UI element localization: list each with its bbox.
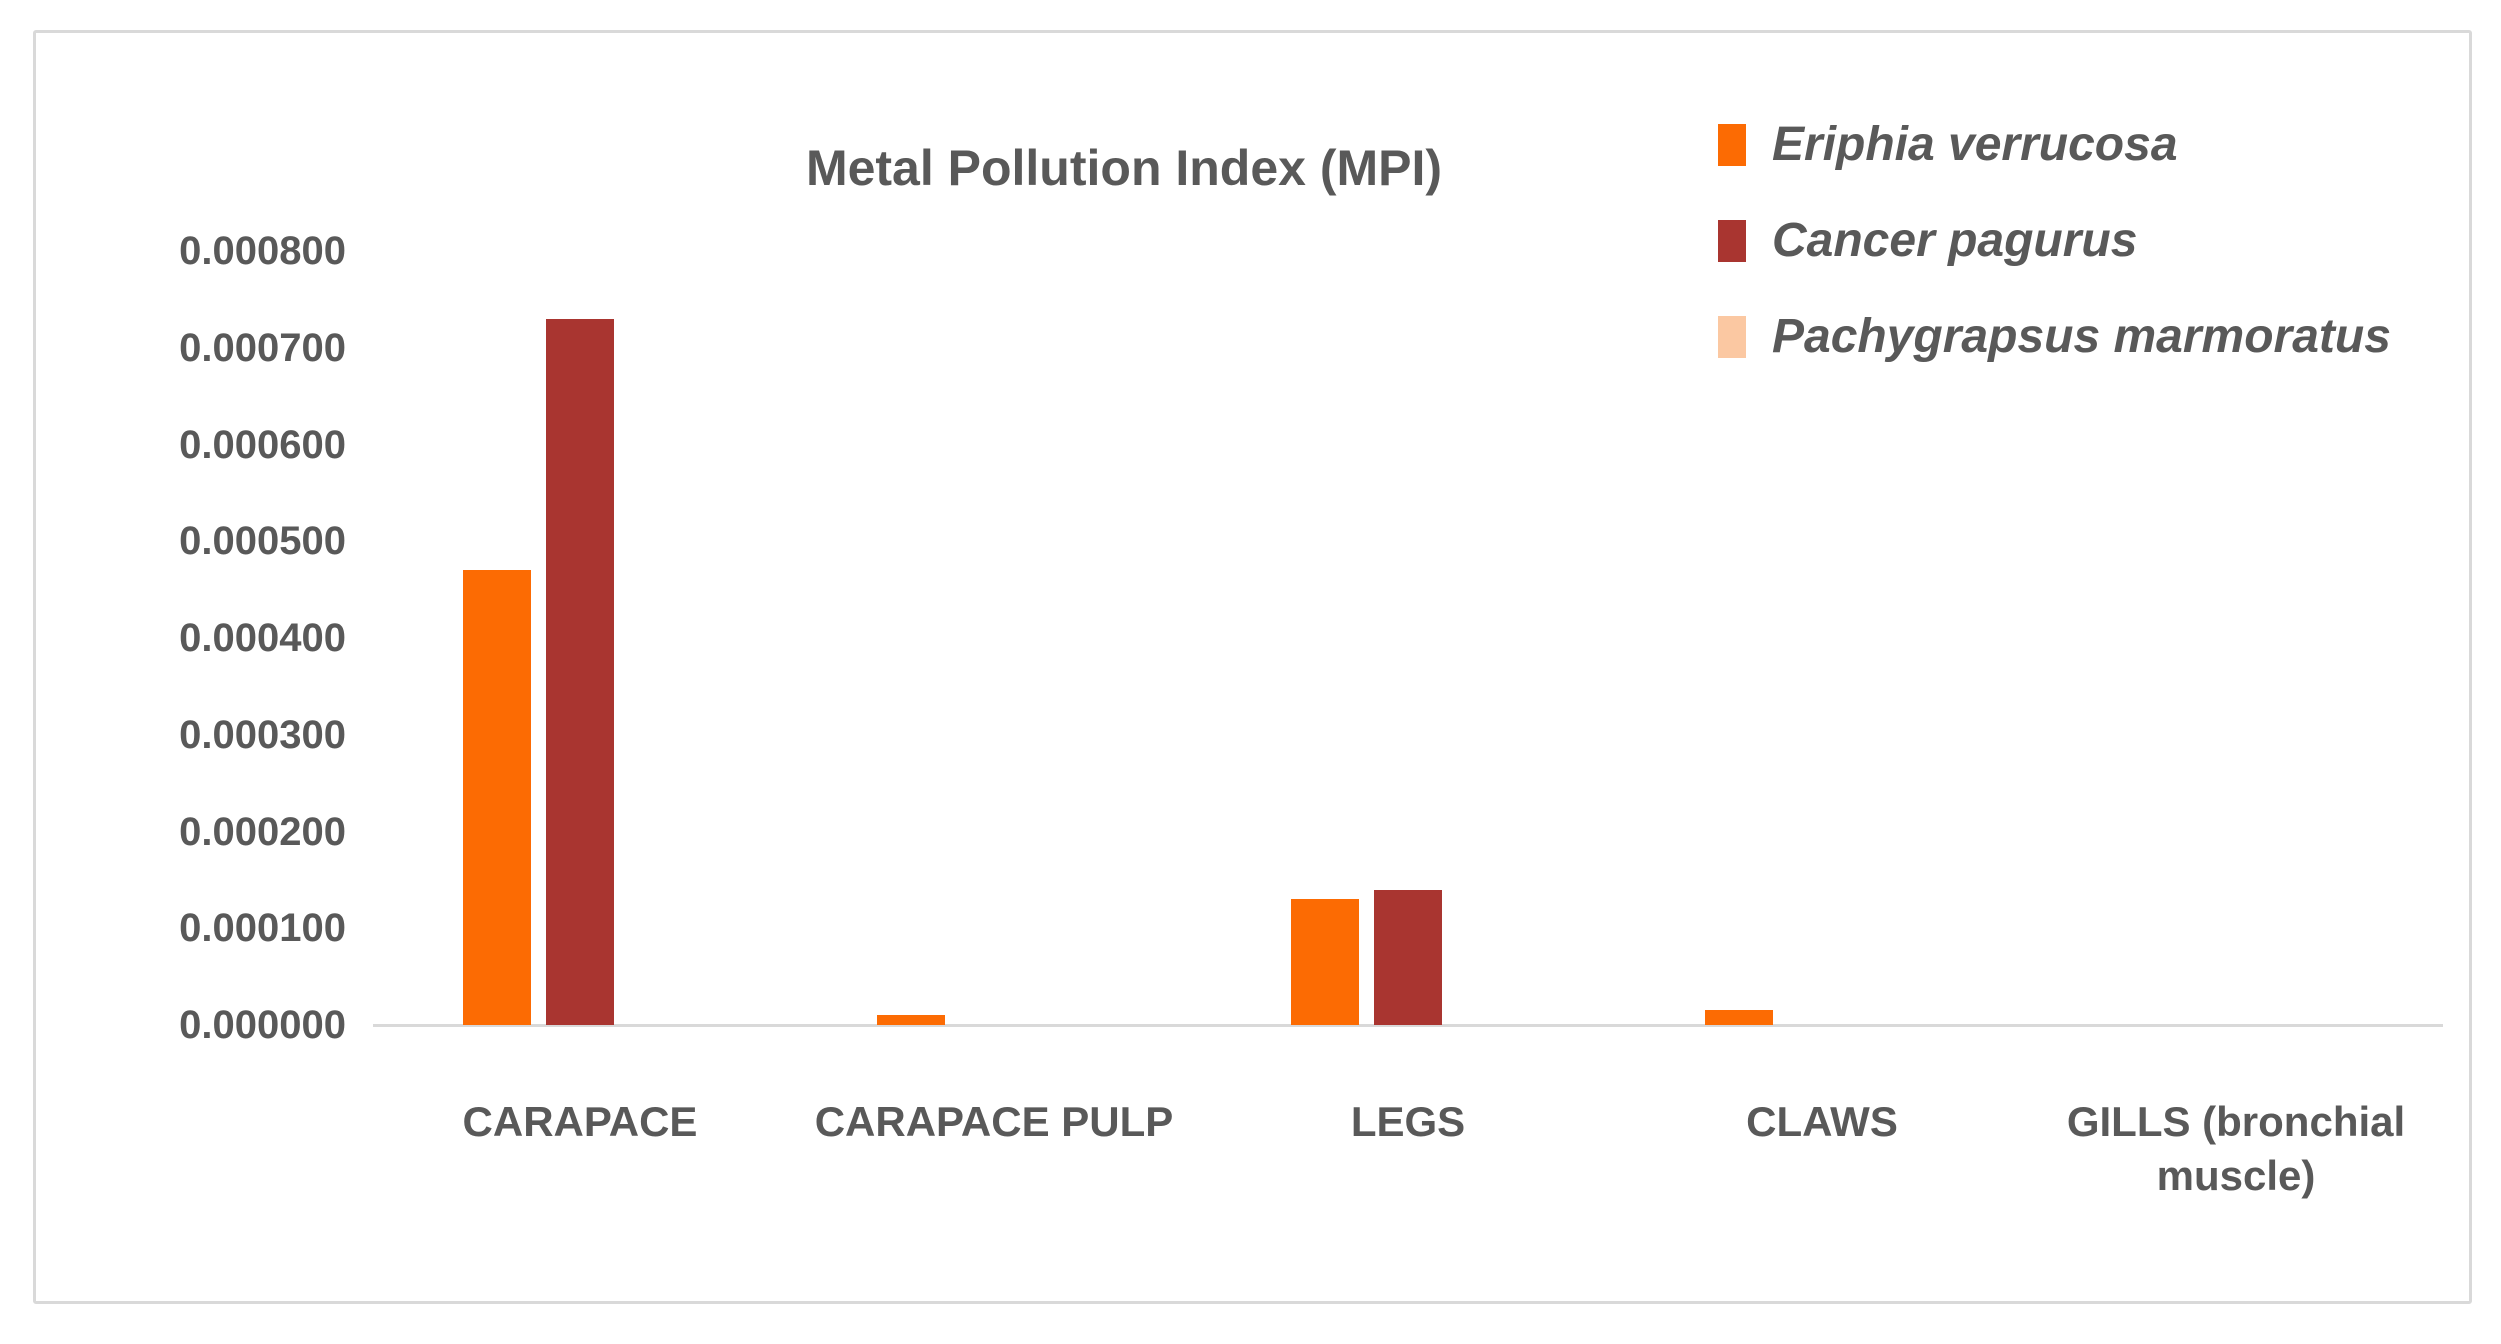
y-tick-label: 0.000800: [179, 229, 346, 273]
bar-cancer-pagurus-carapace: [546, 319, 614, 1025]
x-category-label-carapace-pulp: CARAPACE PULP: [814, 1098, 1174, 1145]
x-category-label-gills-bronchial-muscle: GILLS (bronchial muscle): [2066, 1098, 2406, 1199]
bar-eriphia-verrucosa-carapace: [463, 570, 531, 1025]
y-tick-label: 0.000200: [179, 809, 346, 854]
x-axis-line: [373, 1024, 2443, 1027]
category-group-claws: [1615, 251, 2029, 1025]
legend-item-pachygrapsus-marmoratus: Pachygrapsus marmoratus: [1718, 309, 2391, 365]
y-tick-label: 0.000600: [179, 422, 346, 467]
plot-area: [373, 251, 2443, 1027]
legend-label: Pachygrapsus marmoratus: [1772, 310, 2391, 363]
y-tick-label: 0.000300: [179, 712, 346, 757]
bar-eriphia-verrucosa-carapace-pulp: [877, 1015, 945, 1025]
x-axis-category-labels: CARAPACE CARAPACE PULP LEGS CLAWS GILLS (bro…: [373, 1095, 2443, 1203]
legend-item-cancer-pagurus: Cancer pagurus: [1718, 213, 2391, 269]
y-tick-label: 0.000100: [179, 906, 346, 951]
legend-swatch-icon: [1718, 220, 1746, 262]
y-tick-label: 0.000000: [179, 1003, 346, 1047]
legend-swatch-icon: [1718, 124, 1746, 166]
chart-title: Metal Pollution Index (MPI): [805, 140, 1443, 196]
x-category-label-claws: CLAWS: [1746, 1098, 1898, 1145]
chart-legend: Eriphia verrucosa Cancer pagurus Pachygr…: [1718, 117, 2391, 405]
bar-eriphia-verrucosa-legs: [1291, 899, 1359, 1025]
legend-label: Cancer pagurus: [1772, 214, 2138, 267]
legend-swatch-icon: [1718, 316, 1746, 358]
y-tick-label: 0.000500: [179, 519, 346, 564]
category-group-carapace-pulp: [787, 251, 1201, 1025]
category-group-carapace: [373, 251, 787, 1025]
y-axis: 0.000000 0.000100 0.000200 0.000300 0.000400…: [46, 229, 346, 1047]
y-tick-label: 0.000400: [179, 616, 346, 660]
legend-item-eriphia-verrucosa: Eriphia verrucosa: [1718, 117, 2391, 173]
y-tick-label: 0.000700: [179, 325, 346, 370]
category-group-legs: [1201, 251, 1615, 1025]
chart-figure: Metal Pollution Index (MPI) Eriphia verr…: [33, 30, 2472, 1304]
bar-eriphia-verrucosa-claws: [1705, 1010, 1773, 1025]
category-group-gills-bronchial-muscle: [2029, 251, 2443, 1025]
legend-label: Eriphia verrucosa: [1772, 118, 2178, 171]
x-category-label-legs: LEGS: [1350, 1098, 1466, 1145]
bar-cancer-pagurus-legs: [1374, 890, 1442, 1025]
x-category-label-carapace: CARAPACE: [462, 1098, 698, 1145]
